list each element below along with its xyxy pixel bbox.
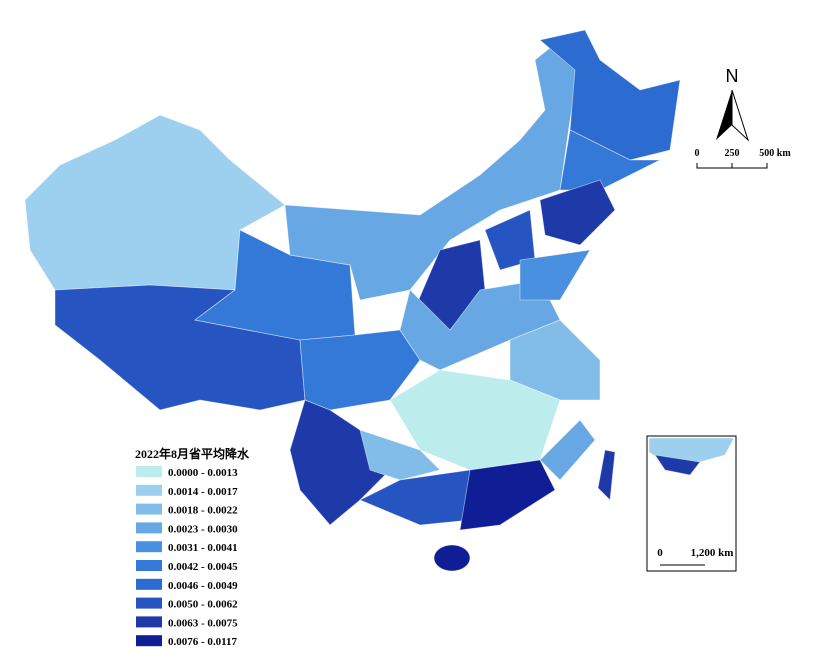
legend-label: 0.0076 - 0.0117 [168, 636, 238, 648]
scale-label: 0 [695, 148, 700, 159]
legend-label: 0.0014 - 0.0017 [168, 486, 238, 498]
inset-region [654, 454, 701, 476]
region [539, 29, 681, 161]
legend-label: 0.0031 - 0.0041 [168, 542, 238, 554]
region [284, 39, 581, 301]
region [597, 449, 616, 501]
legend-swatch [136, 616, 162, 628]
inset-scale-label: 1,200 km [691, 547, 734, 559]
legend-swatch [136, 597, 162, 609]
region [539, 179, 616, 246]
legend-label: 0.0018 - 0.0022 [168, 505, 238, 517]
scale-label: 500 km [759, 148, 791, 159]
inset-scale-label: 0 [657, 547, 663, 559]
legend: 2022年8月省平均降水 0.0000 - 0.0013 0.0014 - 0.0… [135, 446, 250, 648]
legend-label: 0.0046 - 0.0049 [168, 580, 238, 592]
region [559, 129, 661, 191]
legend-title: 2022年8月省平均降水 [135, 446, 250, 461]
legend-label: 0.0023 - 0.0030 [168, 523, 238, 535]
region [459, 459, 556, 531]
region [54, 284, 306, 411]
north-arrow [731, 89, 750, 142]
region [519, 249, 591, 301]
legend-swatch [136, 578, 162, 590]
region [433, 544, 471, 572]
provinces [24, 29, 681, 572]
legend-swatch [136, 560, 162, 571]
legend-swatch [136, 466, 162, 477]
north-label: N [726, 66, 739, 86]
legend-swatch [136, 484, 162, 496]
region [539, 419, 596, 481]
legend-swatch [136, 503, 162, 515]
region [359, 429, 441, 481]
legend-label: 0.0000 - 0.0013 [168, 467, 238, 479]
scale-label: 250 [725, 148, 740, 159]
region [389, 369, 561, 471]
inset-frame [646, 435, 737, 572]
legend-swatch [136, 522, 162, 534]
legend-label: 0.0042 - 0.0045 [168, 561, 238, 573]
legend-label: 0.0050 - 0.0062 [168, 599, 238, 611]
legend-swatch [136, 541, 162, 553]
legend-label: 0.0063 - 0.0075 [168, 617, 238, 629]
legend-swatch [136, 635, 162, 647]
north-arrow [716, 90, 732, 140]
